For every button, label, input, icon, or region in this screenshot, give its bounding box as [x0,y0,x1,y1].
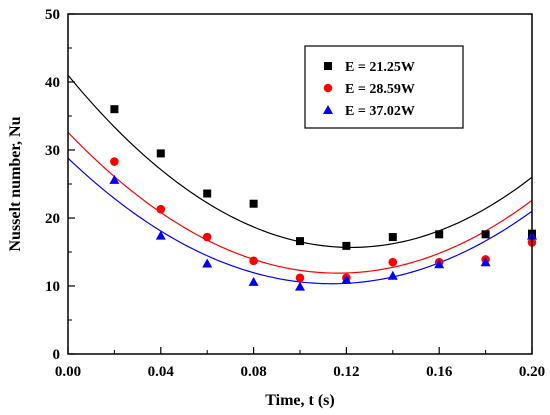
data-point-series-2 [341,274,352,284]
data-markers [109,105,537,291]
data-point-series-2 [202,258,213,268]
x-tick-label: 0.20 [519,364,545,380]
y-tick-label: 0 [53,347,61,363]
data-point-series-0 [203,189,212,198]
y-tick-label: 30 [45,143,60,159]
legend: E = 21.25W E = 28.59W E = 37.02W [304,45,464,129]
legend-label-e-28-59w: E = 28.59W [345,82,415,97]
axis-ticks [67,13,533,355]
data-point-series-0 [249,199,258,208]
data-point-series-0 [342,241,351,250]
data-point-series-1 [156,204,166,214]
legend-marker-series-0 [324,62,332,70]
data-point-series-2 [155,230,166,240]
y-tick-label: 10 [45,279,60,295]
legend-markers [323,62,333,114]
data-point-series-1 [202,232,212,242]
fit-curve-series-1 [67,131,533,274]
y-axis-title: Nusselt number, Nu [7,116,24,251]
y-tick-label: 50 [45,7,60,23]
legend-marker-series-2 [323,105,333,114]
y-tick-label: 20 [45,211,60,227]
legend-label-e-21-25w: E = 21.25W [345,60,415,75]
data-point-series-2 [248,276,259,286]
data-point-series-2 [434,259,445,269]
data-point-series-0 [296,237,304,246]
data-point-series-2 [387,270,398,280]
y-tick-label: 40 [45,75,60,91]
legend-marker-series-1 [323,83,333,93]
x-tick-label: 0.16 [426,364,453,380]
x-tick-label: 0.12 [333,364,359,380]
data-point-series-1 [388,257,398,267]
legend-label-e-37-02w: E = 37.02W [345,104,415,119]
data-point-series-1 [249,256,258,266]
data-point-series-0 [435,230,444,239]
data-point-series-1 [295,273,305,283]
data-point-series-0 [156,149,165,158]
tick-labels: 0.00 0.04 0.08 0.12 0.16 0.20 0 10 20 30 40 50 [45,7,545,380]
data-point-series-0 [110,105,119,114]
data-point-series-0 [388,233,397,242]
data-point-series-0 [481,230,490,239]
data-point-series-2 [295,281,305,291]
data-point-series-2 [480,257,491,267]
x-tick-label: 0.04 [148,364,175,380]
x-tick-label: 0.08 [240,364,266,380]
x-axis-title: Time, t (s) [265,392,334,409]
data-point-series-2 [109,174,120,184]
data-point-series-1 [110,157,119,166]
x-tick-label: 0.00 [55,364,81,380]
